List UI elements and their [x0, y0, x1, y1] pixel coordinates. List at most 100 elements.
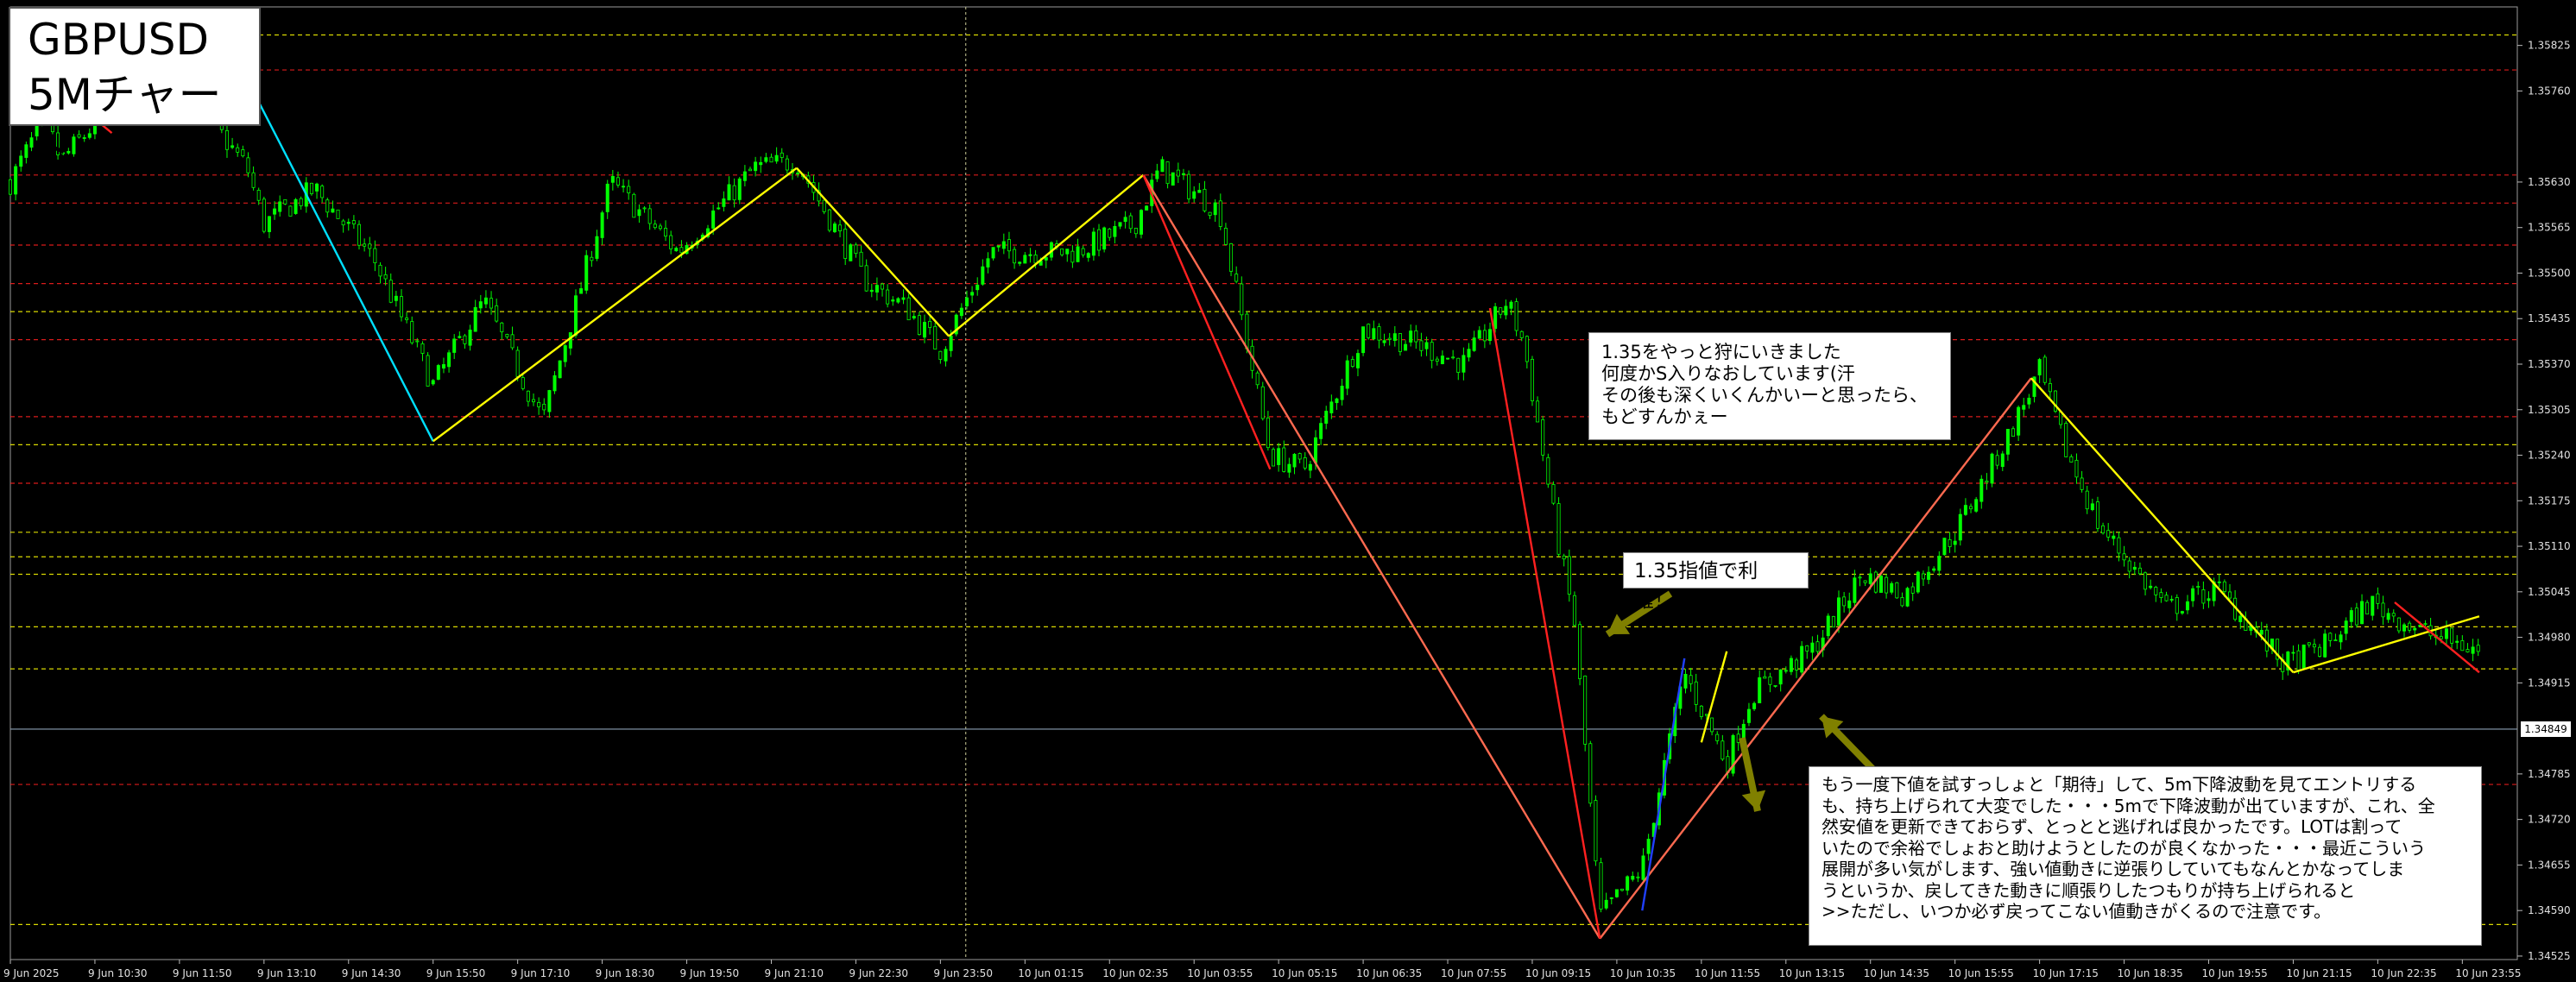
candle-body: [632, 193, 636, 218]
candle-body: [1123, 217, 1127, 223]
candle-body: [622, 186, 626, 188]
candle-body: [1795, 659, 1799, 670]
candle-body: [1467, 349, 1471, 358]
candle-body: [1446, 357, 1450, 360]
candle-body: [2365, 601, 2370, 614]
candle-body: [2444, 628, 2448, 639]
candle-body: [56, 132, 60, 155]
candle-body: [1921, 573, 1925, 580]
candle-body: [1223, 227, 1228, 245]
candle-body: [1192, 191, 1196, 199]
candle-body: [2053, 390, 2057, 412]
y-tick-label-8: 1.35240: [2528, 450, 2571, 462]
candle-body: [2222, 581, 2226, 593]
candle-body: [2164, 595, 2169, 601]
candle-body: [933, 325, 938, 349]
x-tick-label-1: 9 Jun 10:30: [88, 967, 148, 979]
x-tick-label-19: 10 Jun 10:35: [1610, 967, 1676, 979]
candle-body: [658, 225, 662, 230]
candle-body: [949, 335, 953, 351]
candle-body: [843, 229, 848, 259]
candle-body: [1033, 255, 1038, 264]
candle-body: [2085, 490, 2089, 510]
candle-body: [410, 321, 414, 343]
candle-body: [1023, 255, 1027, 264]
candle-body: [262, 198, 266, 232]
candle-body: [537, 402, 541, 407]
candle-body: [1462, 355, 1466, 373]
candle-body: [1440, 356, 1444, 364]
candle-body: [2101, 525, 2106, 534]
candle-body: [838, 224, 843, 232]
candle-body: [669, 235, 673, 249]
candle-body: [1499, 307, 1503, 315]
candle-body: [1060, 248, 1064, 255]
candle-body: [1990, 453, 1994, 484]
candle-body: [1482, 330, 1487, 342]
candle-body: [1578, 624, 1582, 679]
candle-body: [785, 158, 789, 171]
candle-body: [2042, 356, 2047, 383]
x-tick-label-17: 10 Jun 07:55: [1441, 967, 1506, 979]
candle-body: [1303, 457, 1307, 469]
candle-body: [505, 334, 509, 337]
candle-body: [896, 298, 900, 303]
candle-body: [2196, 586, 2200, 589]
candle-body: [854, 244, 858, 255]
candle-body: [1018, 261, 1022, 264]
candle-body: [1763, 676, 1767, 679]
candle-body: [1847, 600, 1852, 608]
zigzag-segment-1: [432, 167, 798, 443]
candle-body: [2212, 581, 2216, 601]
candle-body: [1001, 241, 1006, 249]
candle-body: [2476, 645, 2480, 652]
candle-body: [1604, 899, 1608, 909]
candle-body: [1969, 506, 1973, 510]
candle-body: [2112, 535, 2116, 539]
candle-body: [2386, 613, 2390, 620]
candle-body: [1287, 463, 1291, 473]
candle-body: [759, 161, 763, 166]
candle-body: [1805, 645, 1809, 652]
candle-body: [521, 377, 525, 389]
candle-body: [944, 349, 948, 362]
candle-body: [2349, 610, 2353, 622]
candle-body: [336, 209, 340, 219]
candle-body: [1895, 582, 1899, 599]
candle-body: [2333, 639, 2338, 641]
candle-body: [2169, 599, 2174, 601]
candle-body: [1139, 210, 1143, 235]
horizontal-levels: [10, 34, 2517, 926]
candle-body: [610, 175, 615, 183]
candle-body: [1509, 301, 1513, 309]
candle-body: [2312, 644, 2316, 648]
candle-body: [320, 186, 325, 198]
candle-body: [294, 198, 298, 214]
candle-body: [573, 295, 578, 336]
candle-body: [764, 157, 768, 162]
candle-body: [2159, 592, 2163, 598]
candle-body: [2323, 633, 2327, 658]
candle-body: [405, 318, 409, 320]
zigzag-segment-7: [1142, 174, 1272, 470]
candle-body: [679, 247, 684, 254]
candle-body: [1853, 577, 1857, 603]
candle-body: [1937, 556, 1941, 571]
candle-body: [1007, 239, 1011, 252]
candle-body: [1773, 685, 1777, 687]
candle-body: [1536, 400, 1540, 423]
candle-body: [616, 177, 620, 186]
candle-body: [1572, 595, 1576, 626]
x-tick-label-2: 9 Jun 11:50: [173, 967, 232, 979]
candle-body: [1789, 658, 1793, 672]
candle-body: [2423, 623, 2428, 626]
candle-body: [2339, 634, 2343, 643]
candle-body: [1392, 333, 1397, 341]
candle-body: [2080, 477, 2084, 490]
candle-body: [2307, 642, 2311, 645]
candle-body: [1885, 576, 1889, 594]
candle-body: [748, 168, 752, 172]
candle-body: [236, 147, 240, 153]
candle-body: [2360, 601, 2364, 625]
